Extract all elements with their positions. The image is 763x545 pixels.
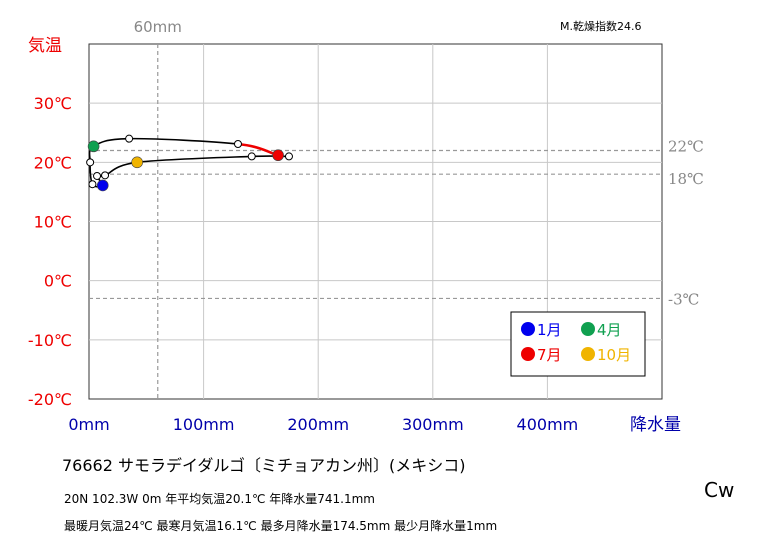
climate-class: Cw [704, 478, 735, 502]
x-tick-label: 200mm [287, 415, 349, 434]
station-summary-line2: 最暖月気温24℃ 最寒月気温16.1℃ 最多月降水量174.5mm 最少月降水量… [64, 519, 498, 533]
month-point-5 [125, 134, 134, 143]
y-tick-label: -10℃ [28, 331, 72, 350]
month-point-3 [86, 158, 95, 167]
month-point-11 [101, 171, 110, 180]
legend-label: 4月 [597, 321, 622, 339]
legend-marker [521, 347, 535, 361]
x-tick-label: 100mm [173, 415, 235, 434]
legend-box [510, 311, 646, 377]
reference-label-horizontal: -3℃ [668, 290, 699, 308]
x-axis-title: 降水量 [630, 415, 681, 435]
legend-label: 10月 [597, 346, 631, 364]
reference-label-horizontal: 22℃ [668, 138, 704, 156]
month-point-12 [93, 171, 102, 180]
reference-label-vertical: 60mm [134, 18, 182, 36]
month-point-9 [247, 152, 256, 161]
y-tick-label: 20℃ [34, 153, 72, 172]
y-tick-label: -20℃ [28, 390, 72, 409]
legend-marker [521, 322, 535, 336]
reference-label-horizontal: 18℃ [668, 170, 704, 188]
station-summary-line1: 20N 102.3W 0m 年平均気温20.1℃ 年降水量741.1mm [64, 492, 375, 506]
month-point-7 [272, 149, 284, 162]
month-point-8 [284, 152, 293, 161]
month-point-10 [131, 156, 143, 169]
y-tick-label: 10℃ [34, 213, 72, 232]
x-tick-label: 0mm [68, 415, 109, 434]
legend-marker [581, 322, 595, 336]
month-point-2 [88, 180, 97, 189]
x-tick-label: 300mm [402, 415, 464, 434]
dryness-index: M.乾燥指数24.6 [560, 20, 642, 33]
legend-label: 1月 [537, 321, 562, 339]
month-point-4 [87, 140, 100, 153]
month-point-1 [96, 179, 109, 192]
y-tick-label: 30℃ [34, 94, 72, 113]
x-tick-label: 400mm [517, 415, 579, 434]
legend-marker [581, 347, 595, 361]
month-point-6 [233, 139, 242, 148]
y-axis-title: 気温 [28, 36, 62, 56]
legend-label: 7月 [537, 346, 562, 364]
y-tick-label: 0℃ [44, 272, 72, 291]
station-title: 76662 サモラデイダルゴ〔ミチョアカン州〕(メキシコ) [62, 456, 466, 475]
